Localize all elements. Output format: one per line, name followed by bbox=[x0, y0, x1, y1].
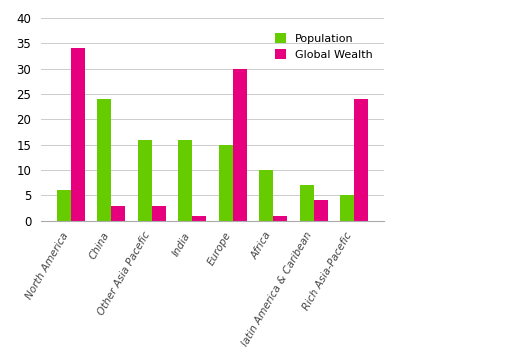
Bar bbox=[300, 185, 314, 221]
Bar bbox=[233, 68, 247, 221]
Bar bbox=[71, 48, 85, 221]
Bar bbox=[56, 190, 71, 221]
Bar bbox=[138, 140, 152, 221]
Bar bbox=[354, 99, 369, 221]
Bar bbox=[219, 145, 233, 221]
Bar bbox=[273, 216, 287, 221]
Bar bbox=[97, 99, 111, 221]
Legend: Population, Global Wealth: Population, Global Wealth bbox=[270, 27, 378, 66]
Bar bbox=[111, 205, 125, 221]
Bar bbox=[192, 216, 206, 221]
Bar bbox=[152, 205, 166, 221]
Bar bbox=[340, 195, 354, 221]
Bar bbox=[178, 140, 192, 221]
Bar bbox=[259, 170, 273, 221]
Bar bbox=[314, 200, 328, 221]
